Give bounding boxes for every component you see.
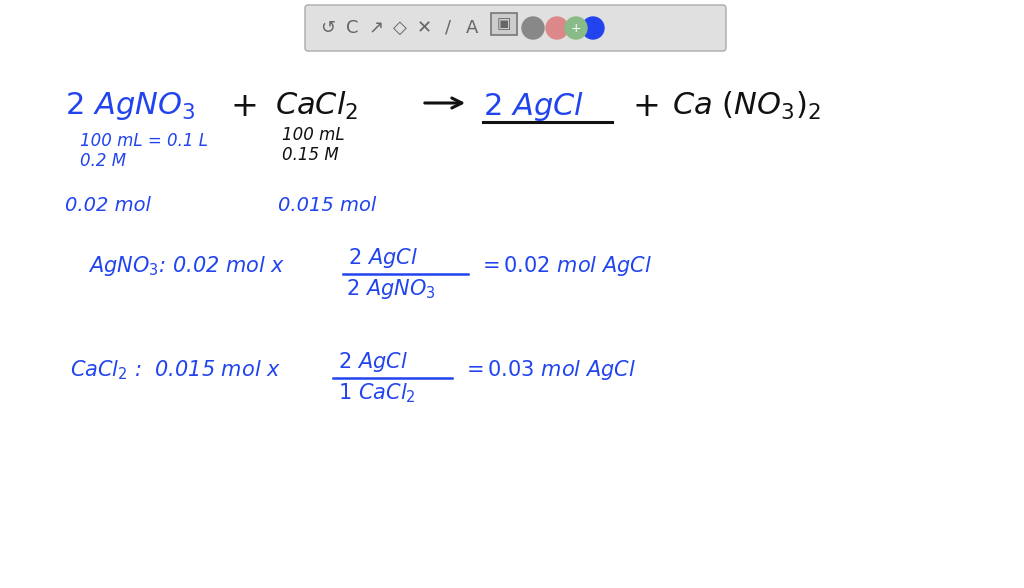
Text: ↗: ↗ [369,19,384,37]
Text: $CaCl_2$: $CaCl_2$ [275,90,358,122]
Text: $2\ AgNO_3$: $2\ AgNO_3$ [65,90,196,122]
Text: $Ca\ (NO_3)_2$: $Ca\ (NO_3)_2$ [672,90,821,122]
Text: $= 0.03$ mol $AgCl$: $= 0.03$ mol $AgCl$ [462,358,636,382]
Text: ✕: ✕ [417,19,431,37]
Text: ◇: ◇ [393,19,407,37]
Text: $CaCl_2$ :  0.015 mol x: $CaCl_2$ : 0.015 mol x [70,358,281,382]
Text: 0.015 mol: 0.015 mol [278,196,376,215]
Text: ▣: ▣ [497,16,511,32]
Text: $+$: $+$ [632,90,658,123]
Text: $+$: $+$ [230,90,256,123]
Text: A: A [466,19,478,37]
FancyBboxPatch shape [490,13,517,35]
Text: +: + [570,22,582,35]
Text: $2\ AgCl$: $2\ AgCl$ [348,246,418,270]
Circle shape [582,17,604,39]
Text: /: / [445,19,451,37]
Circle shape [565,17,587,39]
Text: $2\ AgCl$: $2\ AgCl$ [483,90,584,123]
Text: 0.02 mol: 0.02 mol [65,196,151,215]
Text: $2\ AgCl$: $2\ AgCl$ [338,350,408,374]
Text: C: C [346,19,358,37]
Circle shape [546,17,568,39]
Text: 0.2 M: 0.2 M [80,152,126,170]
FancyBboxPatch shape [305,5,726,51]
Text: $1\ CaCl_2$: $1\ CaCl_2$ [338,381,416,405]
Text: 100 mL: 100 mL [282,126,345,144]
Text: $AgNO_3$: 0.02 mol x: $AgNO_3$: 0.02 mol x [88,254,286,278]
Text: $2\ AgNO_3$: $2\ AgNO_3$ [346,277,435,301]
Circle shape [522,17,544,39]
Text: 100 mL = 0.1 L: 100 mL = 0.1 L [80,132,208,150]
Text: $= 0.02$ mol $AgCl$: $= 0.02$ mol $AgCl$ [478,254,652,278]
Text: 0.15 M: 0.15 M [282,146,339,164]
Text: ↺: ↺ [321,19,336,37]
